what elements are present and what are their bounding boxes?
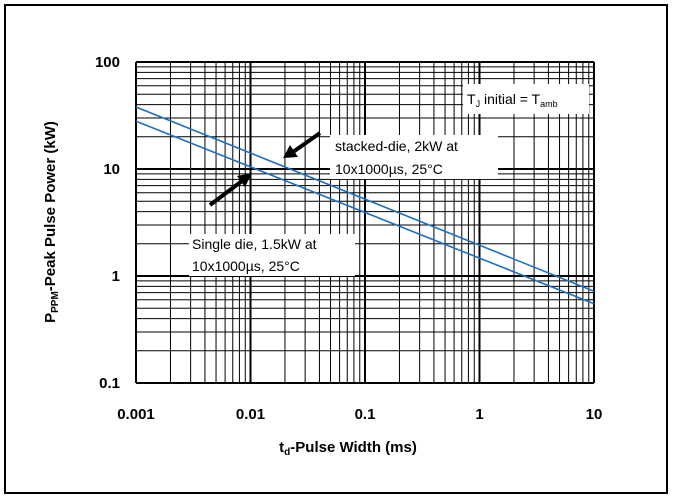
single-die-arrowhead [237, 173, 252, 187]
x-tick-label: 0.1 [355, 406, 376, 423]
single-die-line2: 10x1000µs, 25°C [192, 258, 300, 274]
series-group [135, 106, 595, 305]
series-line-2 [135, 120, 595, 305]
tj-annotation-box [463, 84, 589, 114]
stacked-die-annotation-box [330, 135, 498, 179]
y-tick-label: 1 [112, 268, 120, 285]
single-die-annotation: Single die, 1.5kW at 10x1000µs, 25°C [189, 173, 355, 276]
x-tick-label: 10 [586, 406, 603, 423]
stacked-die-line1: stacked-die, 2kW at [335, 138, 458, 154]
stacked-die-line2: 10x1000µs, 25°C [335, 161, 443, 177]
x-tick-label: 0.001 [117, 406, 155, 423]
tj-annotation: TJ initial = Tamb [463, 84, 589, 114]
y-tick-label: 100 [95, 54, 120, 71]
single-die-arrow [208, 179, 244, 207]
y-tick-label: 0.1 [99, 375, 120, 392]
stacked-die-annotation: stacked-die, 2kW at 10x1000µs, 25°C [283, 131, 498, 179]
y-tick-label: 10 [103, 161, 120, 178]
series-line-1 [135, 106, 595, 293]
single-die-annotation-box [189, 234, 355, 276]
x-tick-label: 1 [475, 406, 483, 423]
x-axis-title: td-Pulse Width (ms) [279, 439, 417, 458]
x-tick-label: 0.01 [236, 406, 265, 423]
stacked-die-arrowhead [283, 145, 298, 158]
tick-labels: 0.001 0.01 0.1 1 10 0.1 1 10 100 [95, 54, 602, 423]
stacked-die-arrow [291, 131, 322, 154]
single-die-line1: Single die, 1.5kW at [192, 236, 317, 252]
tj-annotation-text: TJ initial = Tamb [467, 91, 558, 109]
y-axis-title: PPPM-Peak Pulse Power (kW) [42, 121, 61, 323]
